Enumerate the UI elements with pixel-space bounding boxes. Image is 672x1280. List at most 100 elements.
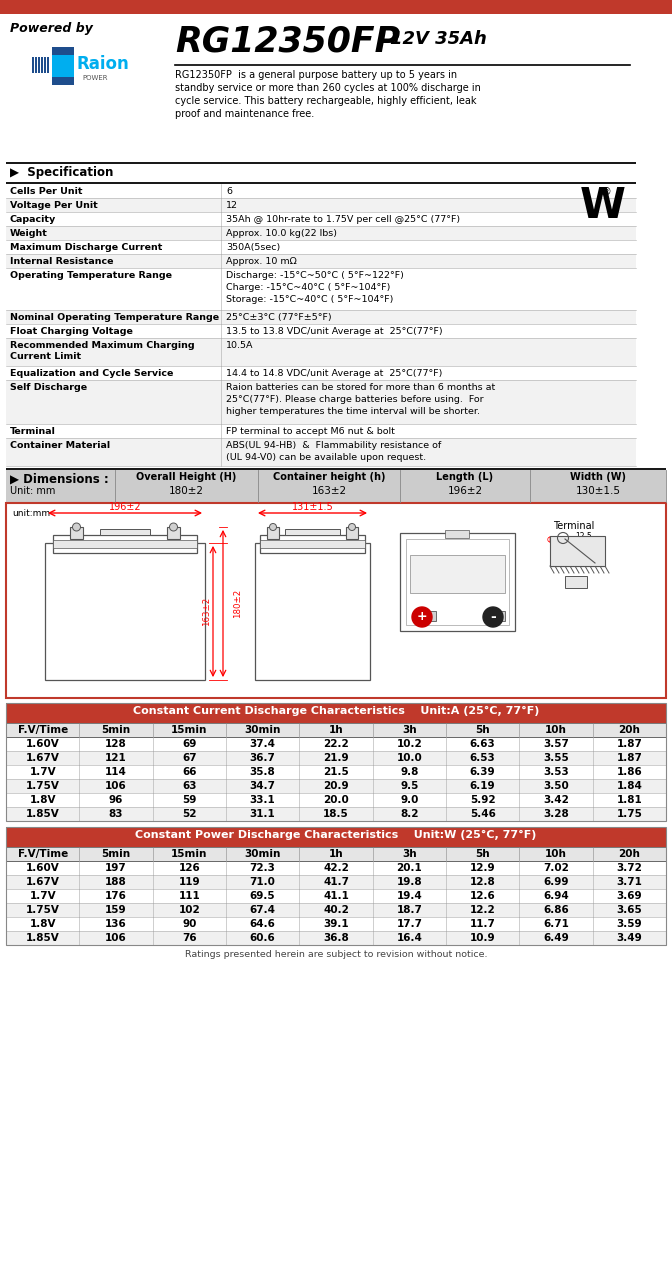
- Bar: [6, 876, 666, 890]
- Text: 37.4: 37.4: [250, 739, 276, 749]
- Bar: [52, 47, 74, 84]
- Text: 3.69: 3.69: [616, 891, 642, 901]
- Text: 9.8: 9.8: [400, 767, 419, 777]
- Text: 1.60V: 1.60V: [26, 863, 60, 873]
- Text: 71.0: 71.0: [250, 877, 276, 887]
- Text: Container height (h): Container height (h): [273, 472, 385, 483]
- Text: 1.60V: 1.60V: [26, 739, 60, 749]
- Circle shape: [169, 524, 177, 531]
- Text: 6.49: 6.49: [543, 933, 569, 943]
- Text: 41.1: 41.1: [323, 891, 349, 901]
- Text: 33.1: 33.1: [250, 795, 276, 805]
- Text: 20.9: 20.9: [323, 781, 349, 791]
- Text: cycle service. This battery rechargeable, highly efficient, leak: cycle service. This battery rechargeable…: [175, 96, 476, 106]
- Text: 1.75V: 1.75V: [26, 781, 60, 791]
- Text: 3.42: 3.42: [543, 795, 569, 805]
- Text: 159: 159: [106, 905, 127, 915]
- Text: 6.99: 6.99: [543, 877, 569, 887]
- Text: 12.6: 12.6: [470, 891, 495, 901]
- Text: 1.67V: 1.67V: [26, 753, 60, 763]
- Bar: [6, 163, 636, 164]
- Text: 1.7V: 1.7V: [30, 891, 56, 901]
- Text: RG12350FP  is a general purpose battery up to 5 years in: RG12350FP is a general purpose battery u…: [175, 70, 457, 79]
- Text: Current Limit: Current Limit: [10, 352, 81, 361]
- Text: 1.8V: 1.8V: [30, 919, 56, 929]
- Text: 59: 59: [182, 795, 196, 805]
- Bar: [6, 916, 666, 931]
- Text: 6.39: 6.39: [470, 767, 495, 777]
- Text: 6.19: 6.19: [470, 781, 495, 791]
- Text: 35Ah @ 10hr-rate to 1.75V per cell @25°C (77°F): 35Ah @ 10hr-rate to 1.75V per cell @25°C…: [226, 215, 460, 224]
- Text: ▶ Dimensions :: ▶ Dimensions :: [10, 474, 109, 486]
- Bar: [255, 543, 370, 680]
- Text: 36.8: 36.8: [323, 933, 349, 943]
- Text: higher temperatures the time interval will be shorter.: higher temperatures the time interval wi…: [226, 407, 480, 416]
- Text: Unit: mm: Unit: mm: [10, 486, 55, 495]
- Text: Constant Power Discharge Characteristics    Unit:W (25°C, 77°F): Constant Power Discharge Characteristics…: [135, 829, 537, 840]
- Text: 17.7: 17.7: [396, 919, 422, 929]
- Bar: [6, 703, 666, 820]
- Text: 9.0: 9.0: [400, 795, 419, 805]
- Text: 12V 35Ah: 12V 35Ah: [390, 29, 487, 47]
- Text: proof and maintenance free.: proof and maintenance free.: [175, 109, 314, 119]
- Bar: [6, 780, 666, 794]
- Bar: [6, 723, 666, 737]
- Bar: [260, 535, 365, 553]
- Circle shape: [349, 524, 355, 530]
- Circle shape: [269, 524, 276, 530]
- Bar: [70, 527, 83, 539]
- Text: 76: 76: [182, 933, 197, 943]
- Text: 111: 111: [179, 891, 200, 901]
- Text: 15min: 15min: [171, 849, 208, 859]
- Bar: [260, 540, 365, 548]
- Bar: [6, 324, 636, 338]
- Text: 40.2: 40.2: [323, 905, 349, 915]
- Bar: [6, 931, 666, 945]
- Text: 3.65: 3.65: [616, 905, 642, 915]
- Text: -: -: [490, 611, 496, 623]
- Text: Ratings presented herein are subject to revision without notice.: Ratings presented herein are subject to …: [185, 950, 487, 959]
- Bar: [6, 827, 666, 847]
- Text: Nominal Operating Temperature Range: Nominal Operating Temperature Range: [10, 314, 219, 323]
- Text: Maximum Discharge Current: Maximum Discharge Current: [10, 243, 163, 252]
- Bar: [6, 890, 666, 902]
- Bar: [6, 366, 636, 380]
- Text: 6: 6: [226, 187, 232, 196]
- Text: FP terminal to accept M6 nut & bolt: FP terminal to accept M6 nut & bolt: [226, 428, 395, 436]
- Text: 41.7: 41.7: [323, 877, 349, 887]
- Text: 3.28: 3.28: [543, 809, 569, 819]
- Bar: [53, 535, 197, 553]
- Bar: [346, 527, 358, 539]
- Text: 3.72: 3.72: [616, 863, 642, 873]
- Text: 83: 83: [109, 809, 123, 819]
- Bar: [6, 468, 666, 470]
- Text: 1.75: 1.75: [616, 809, 642, 819]
- Bar: [44, 58, 46, 73]
- Text: 39.1: 39.1: [323, 919, 349, 929]
- Text: 60.6: 60.6: [250, 933, 276, 943]
- Text: Weight: Weight: [10, 229, 48, 238]
- Bar: [6, 470, 666, 502]
- Text: 131±1.5: 131±1.5: [292, 502, 333, 512]
- Text: Equalization and Cycle Service: Equalization and Cycle Service: [10, 369, 173, 378]
- Text: 30min: 30min: [245, 724, 281, 735]
- Text: W: W: [580, 186, 626, 227]
- Text: Constant Current Discharge Characteristics    Unit:A (25°C, 77°F): Constant Current Discharge Characteristi…: [133, 707, 539, 716]
- Bar: [0, 0, 672, 14]
- Bar: [0, 14, 672, 163]
- Text: Raion: Raion: [76, 55, 129, 73]
- Text: 10.0: 10.0: [396, 753, 422, 763]
- Text: 3.49: 3.49: [616, 933, 642, 943]
- Text: 121: 121: [105, 753, 127, 763]
- Bar: [6, 806, 666, 820]
- Bar: [6, 902, 666, 916]
- Text: 180±2: 180±2: [233, 589, 242, 618]
- Bar: [167, 527, 180, 539]
- Bar: [285, 529, 340, 535]
- Text: 10.2: 10.2: [396, 739, 422, 749]
- Text: 6.94: 6.94: [543, 891, 569, 901]
- Bar: [100, 529, 150, 535]
- Text: 16.4: 16.4: [396, 933, 422, 943]
- Text: Φ6.5: Φ6.5: [547, 536, 565, 545]
- Circle shape: [73, 524, 81, 531]
